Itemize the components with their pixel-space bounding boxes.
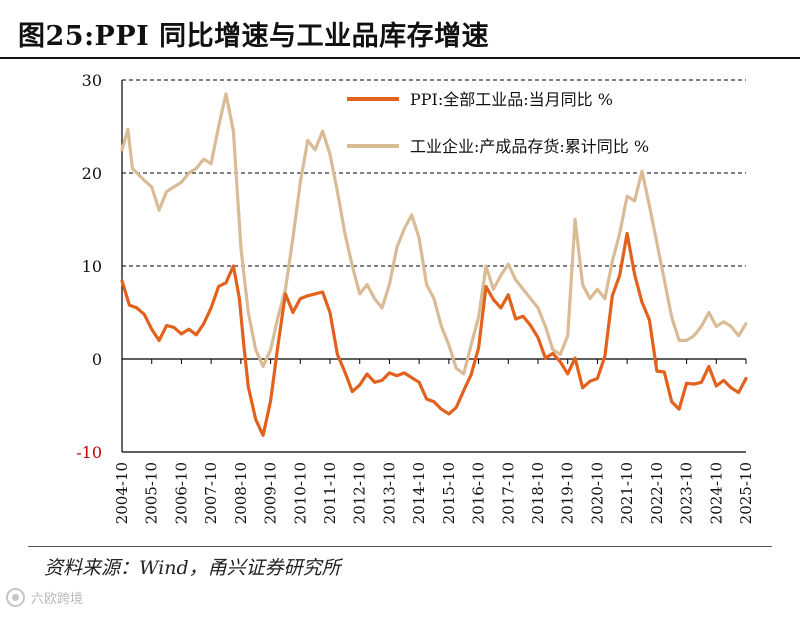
y-tick-label: 20 [82, 164, 102, 183]
chart-canvas: -10 0 10 20 30 2004-10 2005-10 2006-10 2007-10 20… [76, 71, 755, 524]
x-tick-label: 2022-10 [648, 462, 666, 524]
x-tick-label: 2006-10 [172, 462, 190, 524]
chart-title: 图25:PPI 同比增速与工业品库存增速 [18, 21, 490, 52]
x-tick-label: 2008-10 [232, 462, 250, 524]
x-tick-label: 2015-10 [440, 462, 458, 524]
x-tick-label: 2011-10 [321, 462, 339, 524]
x-tick-label: 2010-10 [291, 462, 309, 524]
x-tick-label: 2009-10 [262, 462, 280, 524]
watermark: 六欧跨境 [6, 588, 83, 607]
x-tick-label: 2012-10 [351, 462, 369, 524]
x-tick-label: 2020-10 [588, 462, 606, 524]
x-tick-label: 2024-10 [707, 462, 725, 524]
legend-inventory-label: 工业企业:产成品存货:累计同比 % [410, 137, 649, 156]
ppi-series-line [120, 231, 748, 437]
x-tick-label: 2019-10 [559, 462, 577, 524]
title-divider [0, 57, 800, 59]
axis-layer: -10 0 10 20 30 2004-10 2005-10 2006-10 2007-10 20… [76, 71, 755, 524]
watermark-text: 六欧跨境 [31, 592, 84, 607]
x-tick-label: 2004-10 [113, 462, 131, 524]
y-tick-label: 0 [92, 350, 102, 369]
x-tick-label: 2017-10 [499, 462, 517, 524]
y-tick-label: -10 [76, 443, 102, 462]
x-tick-label: 2007-10 [202, 462, 220, 524]
legend: PPI:全部工业品:当月同比 % 工业企业:产成品存货:累计同比 % [347, 90, 649, 156]
series-layer [120, 92, 748, 437]
x-tick-label: 2023-10 [678, 462, 696, 524]
source-note: 资料来源：Wind，甬兴证券研究所 [44, 557, 341, 579]
watermark-logo-icon [6, 588, 25, 607]
y-tick-label: 10 [82, 257, 102, 276]
x-tick-label: 2016-10 [470, 462, 488, 524]
x-tick-label: 2013-10 [380, 462, 398, 524]
x-tick-label: 2014-10 [410, 462, 428, 524]
x-tick-label: 2025-10 [737, 462, 755, 524]
x-tick-label: 2018-10 [529, 462, 547, 524]
source-divider [28, 546, 772, 547]
x-tick-label: 2021-10 [618, 462, 636, 524]
inventory-series-line [120, 92, 748, 376]
x-tick-label: 2005-10 [143, 462, 161, 524]
legend-ppi-label: PPI:全部工业品:当月同比 % [410, 90, 613, 109]
y-tick-label: 30 [82, 71, 102, 90]
